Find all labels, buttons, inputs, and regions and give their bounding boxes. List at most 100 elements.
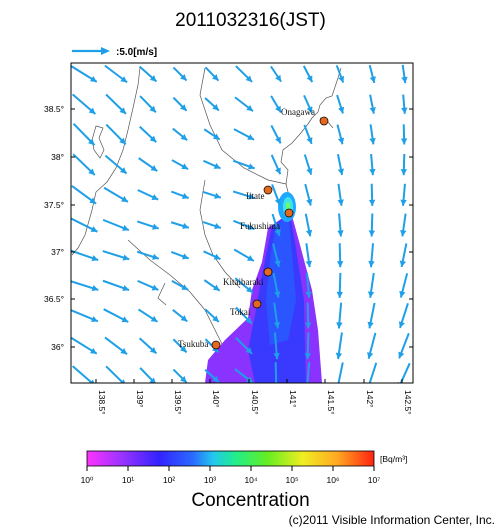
wind-vector-head bbox=[275, 136, 281, 144]
wind-vector-head bbox=[180, 315, 188, 322]
colorbar-tick-label: 10⁰ bbox=[81, 475, 94, 485]
colorbar-tick-label: 10⁴ bbox=[244, 475, 257, 485]
wind-vector-head bbox=[247, 134, 255, 140]
wind-vector-head bbox=[306, 198, 313, 206]
wind-vector-head bbox=[91, 255, 99, 262]
wind-vector-head bbox=[90, 226, 98, 232]
wind-vector-head bbox=[91, 316, 98, 322]
latitude-axis: 38.5° 38° 37.5° 37° 36.5° 36° bbox=[44, 104, 413, 352]
wind-vector-head bbox=[213, 253, 221, 260]
wind-vector-head bbox=[306, 137, 313, 144]
site-marker-kitaibaraki bbox=[263, 267, 273, 277]
wind-vector-head bbox=[337, 137, 345, 145]
page-title: 2011032316(JST) bbox=[175, 10, 326, 31]
wind-vector-head bbox=[212, 284, 220, 291]
wind-vector-head bbox=[150, 315, 158, 322]
wind-vector-head bbox=[367, 291, 375, 298]
wind-vector-head bbox=[246, 286, 253, 293]
site-marker-fukushima bbox=[284, 208, 294, 218]
colorbar-tick-label: 10¹ bbox=[122, 475, 134, 485]
colorbar-gradient bbox=[86, 450, 375, 467]
wind-vector-shaft bbox=[399, 362, 411, 383]
wind-vector-head bbox=[400, 230, 407, 237]
concentration-plume bbox=[205, 192, 322, 383]
wind-vector-shaft bbox=[368, 362, 378, 383]
wind-vector-head bbox=[400, 169, 408, 176]
colorbar-tick-label: 10⁷ bbox=[368, 475, 381, 485]
vector-legend: :5.0[m/s] bbox=[72, 47, 157, 58]
wind-vector-head bbox=[369, 107, 376, 114]
wind-vector-head bbox=[212, 74, 219, 81]
wind-vector-head bbox=[304, 353, 311, 360]
lon-tick-label: 142.5° bbox=[403, 390, 413, 415]
wind-vector-head bbox=[88, 107, 96, 114]
wind-vectors bbox=[71, 64, 411, 390]
wind-vector-head bbox=[151, 194, 159, 200]
wind-vector-head bbox=[214, 192, 221, 199]
copyright-notice: (c)2011 Visible Information Center, Inc. bbox=[288, 513, 495, 527]
wind-vector-head bbox=[180, 74, 187, 81]
wind-vector-head bbox=[273, 352, 280, 360]
lon-tick-label: 140° bbox=[211, 390, 221, 408]
wind-vector-head bbox=[337, 230, 344, 237]
lon-tick-label: 138.5° bbox=[97, 390, 107, 415]
wind-vector-head bbox=[273, 384, 279, 390]
wind-vector-head bbox=[89, 197, 97, 204]
wind-vector-head bbox=[401, 76, 408, 84]
colorbar-tick-label: 10⁶ bbox=[327, 475, 340, 485]
wind-vector-head bbox=[304, 384, 310, 390]
lat-tick-label: 36° bbox=[51, 342, 64, 352]
wind-vector-shaft bbox=[274, 362, 278, 383]
sites: Onagawa Iitate Fukushima Kitaibaraki Tok… bbox=[178, 107, 329, 350]
wind-vector-head bbox=[180, 345, 187, 353]
wind-vector-head bbox=[399, 290, 406, 298]
wind-vector-head bbox=[367, 321, 374, 329]
wind-vector-shaft bbox=[306, 362, 311, 383]
wind-vector-head bbox=[182, 222, 189, 230]
wind-vector-head bbox=[338, 106, 345, 114]
wind-vector-head bbox=[399, 260, 406, 267]
wind-vector-head bbox=[151, 284, 159, 291]
map-frame bbox=[70, 62, 414, 384]
wind-vector-head bbox=[368, 260, 375, 268]
site-marker-tsukuba bbox=[211, 340, 221, 350]
wind-vector-head bbox=[247, 255, 254, 261]
wind-vector-head bbox=[274, 167, 281, 175]
wind-vector-head bbox=[245, 347, 253, 354]
site-label-onagawa: Onagawa bbox=[281, 107, 315, 117]
lon-tick-label: 142° bbox=[365, 390, 375, 408]
lat-tick-label: 36.5° bbox=[44, 294, 64, 304]
wind-vector-head bbox=[180, 133, 188, 141]
site-label-fukushima: Fukushima bbox=[240, 221, 280, 231]
lon-tick-label: 141.5° bbox=[326, 390, 336, 415]
wind-vector-head bbox=[150, 165, 158, 172]
wind-vector-head bbox=[149, 346, 157, 354]
wind-vector-head bbox=[88, 138, 95, 146]
wind-vector-head bbox=[368, 230, 376, 237]
site-marker-iitate bbox=[263, 185, 273, 195]
wind-vector-head bbox=[212, 315, 219, 322]
wind-vector-head bbox=[181, 192, 189, 199]
longitude-axis: 138.5° 139° 139.5° 140° 140.5° 141° 141.… bbox=[95, 379, 413, 415]
wind-vector-head bbox=[181, 163, 189, 170]
wind-vector-head bbox=[122, 224, 129, 231]
wind-vector-head bbox=[247, 163, 255, 170]
site-label-kitaibaraki: Kitaibaraki bbox=[223, 277, 264, 287]
wind-vector-head bbox=[181, 284, 189, 290]
wind-vector-head bbox=[369, 76, 376, 83]
site-label-tsukuba: Tsukuba bbox=[178, 339, 208, 349]
lon-tick-label: 139° bbox=[135, 390, 145, 408]
wind-vector-head bbox=[367, 352, 374, 359]
vector-legend-label: :5.0[m/s] bbox=[116, 47, 157, 58]
colorbar-tick-label: 10³ bbox=[204, 475, 216, 485]
colorbar-tick-label: 10² bbox=[163, 475, 175, 485]
wind-vector-head bbox=[120, 379, 126, 383]
wind-vector-head bbox=[401, 107, 408, 114]
lon-tick-label: 140.5° bbox=[250, 390, 260, 415]
wind-vector-head bbox=[369, 168, 376, 176]
wind-vector-head bbox=[275, 105, 281, 113]
colorbar-unit: [Bq/m³] bbox=[380, 454, 407, 464]
wind-vector-head bbox=[274, 291, 281, 298]
lat-tick-label: 37° bbox=[51, 247, 64, 257]
